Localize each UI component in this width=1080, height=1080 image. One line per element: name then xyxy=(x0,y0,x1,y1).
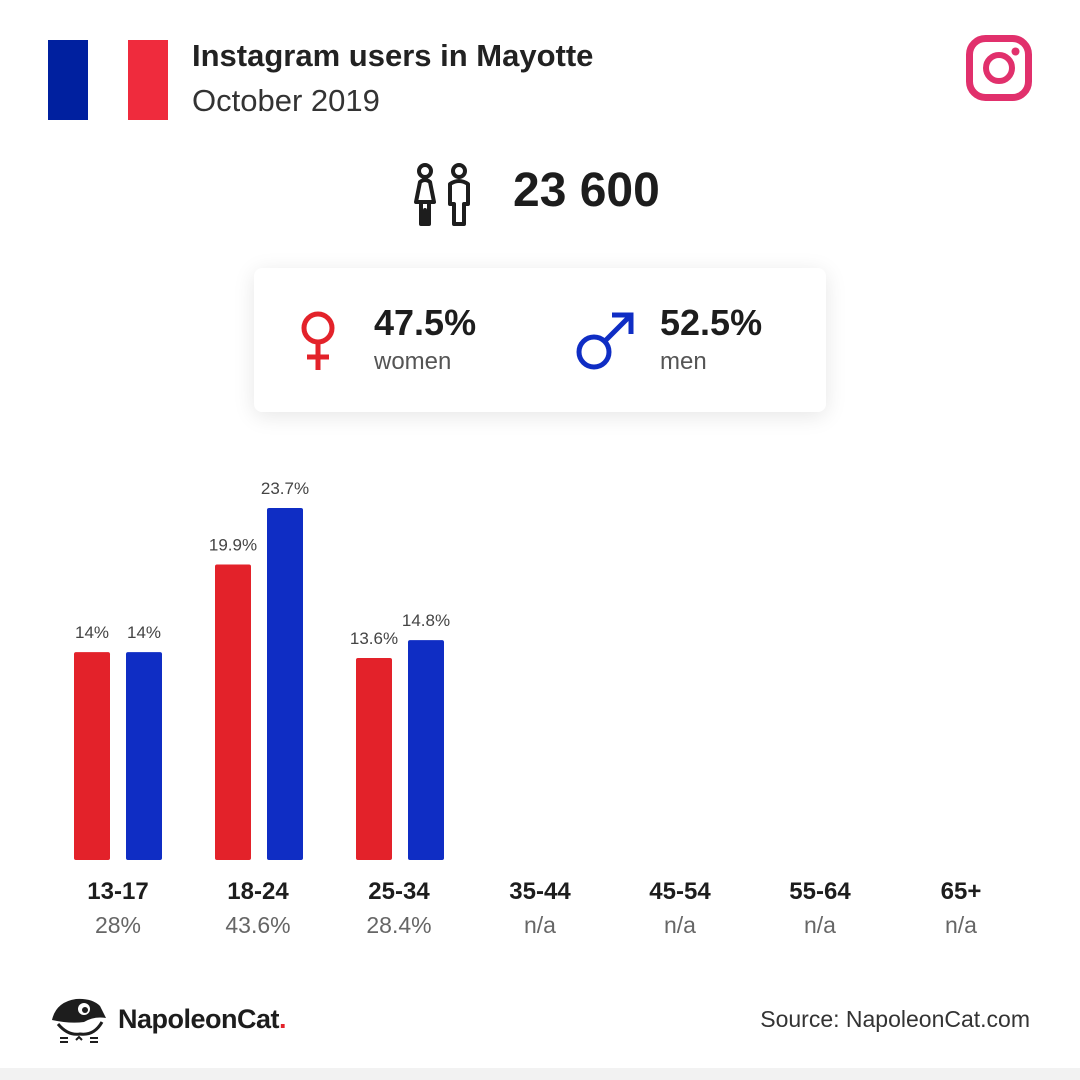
age-category-label: 55-64 xyxy=(789,878,851,905)
bar-women-18-24 xyxy=(215,564,251,860)
age-total-share: n/a xyxy=(945,912,977,938)
age-group-65-plus: 65+ n/a xyxy=(891,878,1031,939)
bar-value-label-women-18-24: 19.9% xyxy=(209,535,257,554)
age-category-label: 25-34 xyxy=(368,878,430,905)
men-label: men xyxy=(660,348,707,375)
age-group-13-17: 13-17 28% xyxy=(48,878,188,939)
napoleoncat-logo-icon xyxy=(52,998,106,1043)
bar-men-13-17 xyxy=(126,652,162,860)
bar-men-25-34 xyxy=(408,640,444,860)
page-title: Instagram users in Mayotte xyxy=(192,38,594,73)
bar-value-label-men-18-24: 23.7% xyxy=(261,479,309,498)
age-group-55-64: 55-64 n/a xyxy=(750,878,890,939)
age-total-share: 43.6% xyxy=(225,912,291,938)
source-text: Source: NapoleonCat.com xyxy=(760,1006,1030,1032)
flag-blue-stripe xyxy=(48,40,88,120)
men-percent: 52.5% xyxy=(660,302,763,343)
flag-red-stripe xyxy=(128,40,168,120)
bar-value-label-women-13-17: 14% xyxy=(75,623,109,642)
users-icon xyxy=(414,163,470,226)
age-total-share: n/a xyxy=(804,912,836,938)
age-total-share: 28% xyxy=(94,912,142,938)
age-group-18-24: 18-24 43.6% xyxy=(188,878,328,939)
age-total-share: 28.4% xyxy=(366,912,432,938)
bar-value-label-women-25-34: 13.6% xyxy=(350,629,398,648)
gender-card: 47.5% women 52.5% men xyxy=(254,268,826,412)
france-flag-icon xyxy=(48,40,168,120)
bar-women-13-17 xyxy=(74,652,110,860)
age-total-share: n/a xyxy=(524,912,556,938)
male-icon xyxy=(576,312,634,370)
brand-name: NapoleonCat. xyxy=(118,1004,287,1035)
brand-name-text: NapoleonCat xyxy=(118,1004,280,1034)
age-category-label: 13-17 xyxy=(87,878,149,905)
age-total-share: n/a xyxy=(664,912,696,938)
age-category-label: 65+ xyxy=(940,878,982,905)
brand-name-dot: . xyxy=(279,1004,287,1034)
age-category-label: 18-24 xyxy=(227,878,289,905)
women-percent: 47.5% xyxy=(374,302,477,343)
total-users-value: 23 600 xyxy=(513,164,660,217)
bar-value-label-men-13-17: 14% xyxy=(127,623,161,642)
bar-value-label-men-25-34: 14.8% xyxy=(402,611,450,630)
age-group-45-54: 45-54 n/a xyxy=(610,878,750,939)
age-gender-bar-chart: 14% 14% 19.9% 23.7% 13.6%14.8% xyxy=(74,479,450,860)
women-label: women xyxy=(374,348,452,375)
bottom-strip xyxy=(0,1068,1080,1080)
age-group-25-34: 25-34 28.4% xyxy=(329,878,469,939)
age-group-35-44: 35-44 n/a xyxy=(470,878,610,939)
bar-women-25-34 xyxy=(356,658,392,860)
page-subtitle: October 2019 xyxy=(192,83,380,118)
female-icon xyxy=(301,311,335,370)
bar-men-18-24 xyxy=(267,508,303,860)
age-category-label: 45-54 xyxy=(649,878,711,905)
instagram-icon xyxy=(966,35,1032,101)
age-category-label: 35-44 xyxy=(509,878,571,905)
